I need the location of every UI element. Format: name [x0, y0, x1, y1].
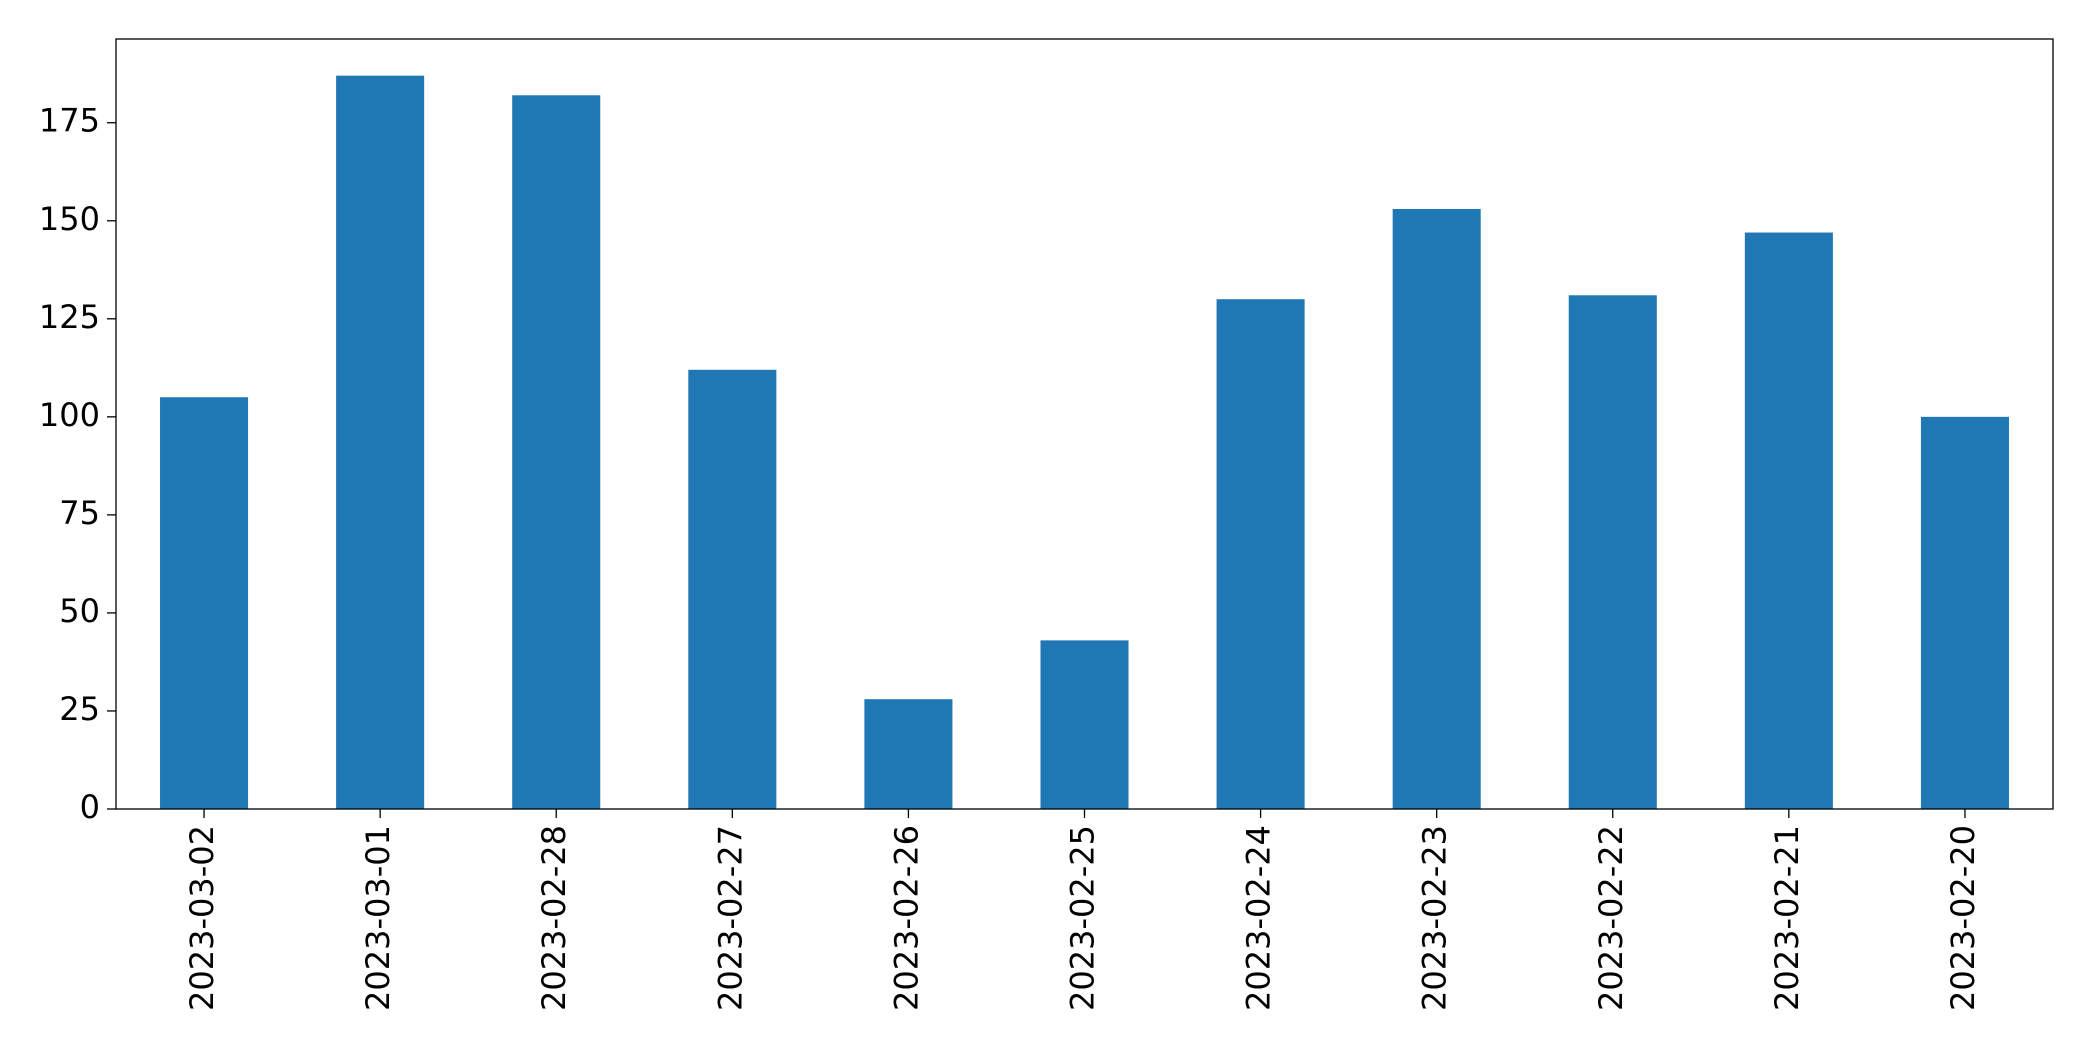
x-tick-label: 2023-03-02	[183, 825, 221, 1011]
y-tick-label: 0	[80, 788, 100, 826]
bar	[512, 95, 601, 809]
bar	[1568, 295, 1657, 809]
bar	[1392, 209, 1481, 809]
x-tick-label: 2023-02-24	[1240, 825, 1278, 1011]
x-tick-label: 2023-02-22	[1592, 825, 1630, 1011]
y-tick-label: 50	[59, 592, 100, 630]
bar	[1040, 640, 1129, 809]
bar	[1920, 416, 2009, 809]
x-tick-label: 2023-02-20	[1944, 825, 1982, 1011]
bar	[1744, 232, 1833, 809]
x-tick-label: 2023-02-28	[535, 825, 573, 1011]
bar	[864, 699, 953, 809]
bar	[1216, 299, 1305, 809]
x-tick-label: 2023-02-25	[1064, 825, 1102, 1011]
x-tick-label: 2023-02-26	[887, 825, 925, 1011]
y-tick-label: 175	[39, 102, 100, 140]
y-tick-label: 125	[39, 298, 100, 336]
plot-frame	[115, 38, 2054, 810]
x-tick-label: 2023-03-01	[359, 825, 397, 1011]
y-tick-label: 25	[59, 690, 100, 728]
bar	[160, 397, 249, 809]
x-tick-label: 2023-02-23	[1416, 825, 1454, 1011]
y-tick-label: 150	[39, 200, 100, 238]
y-tick-label: 100	[39, 396, 100, 434]
x-tick-label: 2023-02-21	[1768, 825, 1806, 1011]
bar	[688, 369, 777, 809]
y-tick-label: 75	[59, 494, 100, 532]
bar	[336, 75, 425, 809]
x-tick-label: 2023-02-27	[711, 825, 749, 1011]
